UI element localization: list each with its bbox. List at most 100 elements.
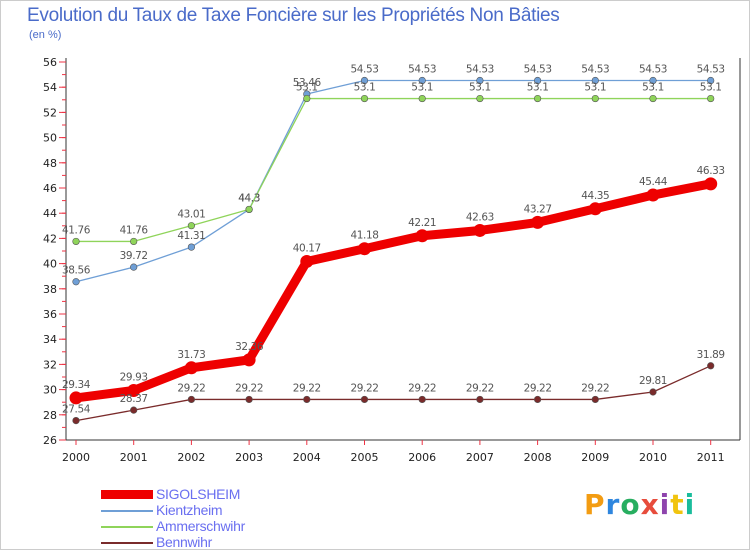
data-point-kientzheim — [533, 76, 542, 85]
data-label-kientzheim: 54.53 — [408, 64, 436, 76]
data-label-bennwihr: 29.22 — [466, 382, 494, 394]
data-point-sigolsheim — [69, 391, 83, 405]
y-tick-label: 38 — [43, 283, 57, 296]
data-point-kientzheim — [476, 76, 484, 85]
data-label-bennwihr: 29.22 — [581, 382, 609, 394]
data-labels: 27.54 28.37 29.22 29.22 29.22 29.22 29.22 29.22… — [62, 64, 725, 416]
data-label-kientzheim: 41.31 — [177, 230, 205, 242]
logo-letter: P — [584, 488, 606, 521]
data-point-kientzheim — [360, 76, 369, 85]
data-point-sigolsheim — [646, 188, 660, 202]
series-lines — [71, 79, 716, 422]
data-label-bennwihr: 29.22 — [235, 382, 263, 394]
data-point-kientzheim — [591, 76, 599, 85]
data-point-bennwihr — [187, 395, 195, 404]
data-label-kientzheim: 44.3 — [238, 192, 260, 204]
data-point-kientzheim — [418, 76, 426, 85]
logo-letter: o — [620, 488, 641, 521]
data-point-bennwihr — [130, 406, 138, 414]
data-point-sigolsheim — [588, 202, 602, 216]
data-point-ammerschwihr — [245, 205, 253, 214]
data-point-ammerschwihr — [418, 94, 426, 103]
data-point-sigolsheim — [242, 353, 256, 367]
data-point-sigolsheim — [300, 254, 314, 268]
data-label-sigolsheim: 32.36 — [235, 341, 264, 353]
legend-swatch — [101, 490, 153, 499]
data-point-ammerschwihr — [707, 94, 715, 103]
data-point-kientzheim — [72, 278, 80, 286]
data-point-ammerschwihr — [187, 222, 195, 230]
data-label-ammerschwihr: 53.1 — [296, 82, 318, 94]
logo-letter: t — [670, 488, 685, 521]
data-point-ammerschwihr — [533, 94, 542, 103]
data-point-sigolsheim — [358, 242, 371, 256]
data-label-bennwihr: 29.22 — [293, 382, 321, 394]
y-tick-label: 40 — [43, 258, 57, 271]
data-label-kientzheim: 54.53 — [350, 64, 378, 76]
x-tick-label: 2010 — [639, 451, 667, 464]
legend-label: Kientzheim — [156, 502, 223, 518]
data-label-kientzheim: 54.53 — [639, 64, 667, 76]
data-label-kientzheim: 38.56 — [62, 265, 91, 277]
x-tick-label: 2003 — [235, 451, 263, 464]
x-tick-label: 2001 — [120, 451, 148, 464]
logo-letter: i — [684, 488, 696, 521]
data-point-sigolsheim — [127, 383, 141, 397]
y-tick-label: 48 — [43, 157, 57, 170]
y-tick-label: 34 — [43, 333, 57, 346]
data-label-bennwihr: 29.81 — [639, 375, 667, 387]
data-point-ammerschwihr — [303, 94, 311, 103]
data-label-sigolsheim: 42.21 — [408, 217, 436, 229]
data-point-ammerschwihr — [649, 94, 657, 103]
legend-swatch — [101, 510, 153, 512]
x-tick-label: 2008 — [524, 451, 552, 464]
data-point-sigolsheim — [531, 215, 545, 229]
data-label-bennwihr: 29.22 — [524, 382, 552, 394]
data-point-kientzheim — [130, 263, 138, 271]
y-tick-label: 54 — [43, 81, 57, 94]
data-label-ammerschwihr: 53.1 — [469, 82, 491, 94]
data-point-sigolsheim — [184, 361, 198, 375]
y-tick-label: 56 — [43, 56, 57, 69]
data-label-sigolsheim: 40.17 — [293, 242, 321, 254]
data-label-ammerschwihr: 53.1 — [584, 82, 606, 94]
data-point-bennwihr — [72, 416, 80, 425]
data-point-ammerschwihr — [130, 237, 138, 246]
data-label-sigolsheim: 44.35 — [581, 190, 609, 202]
data-label-ammerschwihr: 41.76 — [120, 224, 149, 236]
y-tick-label: 42 — [43, 232, 57, 245]
series-line-kientzheim — [75, 79, 712, 283]
series-line-ammerschwihr — [75, 97, 712, 243]
data-label-kientzheim: 54.53 — [524, 64, 552, 76]
data-point-ammerschwihr — [360, 94, 369, 103]
proxiti-logo: Proxiti — [584, 488, 695, 521]
data-label-kientzheim: 54.53 — [466, 64, 494, 76]
y-tick-label: 52 — [43, 106, 57, 119]
legend-label: Bennwihr — [156, 534, 212, 550]
data-label-bennwihr: 29.22 — [408, 382, 436, 394]
legend-swatch — [101, 542, 153, 544]
data-point-bennwihr — [476, 395, 484, 404]
x-tick-label: 2000 — [62, 451, 90, 464]
data-label-ammerschwihr: 53.1 — [700, 82, 722, 94]
data-point-kientzheim — [707, 76, 715, 85]
data-label-bennwihr: 29.22 — [177, 382, 205, 394]
data-label-ammerschwihr: 53.1 — [527, 82, 549, 94]
data-point-kientzheim — [649, 76, 657, 85]
y-tick-label: 32 — [43, 358, 57, 371]
x-tick-label: 2011 — [697, 451, 725, 464]
data-point-sigolsheim — [704, 177, 718, 191]
series-line-bennwihr — [75, 365, 712, 422]
data-label-kientzheim: 54.53 — [697, 64, 725, 76]
data-label-ammerschwihr: 53.1 — [642, 82, 664, 94]
data-label-bennwihr: 29.22 — [350, 382, 378, 394]
data-label-sigolsheim: 42.63 — [466, 211, 494, 223]
data-point-bennwihr — [303, 395, 311, 404]
chart-axes: 26 28 30 32 34 36 38 40 42 44 46 48 50 52 54 56 2000 2001… — [43, 56, 741, 464]
series-points — [69, 76, 718, 425]
legend-label: SIGOLSHEIM — [156, 486, 241, 502]
y-tick-label: 28 — [43, 409, 57, 422]
data-point-bennwihr — [707, 362, 715, 370]
data-label-ammerschwihr: 41.76 — [62, 224, 91, 236]
